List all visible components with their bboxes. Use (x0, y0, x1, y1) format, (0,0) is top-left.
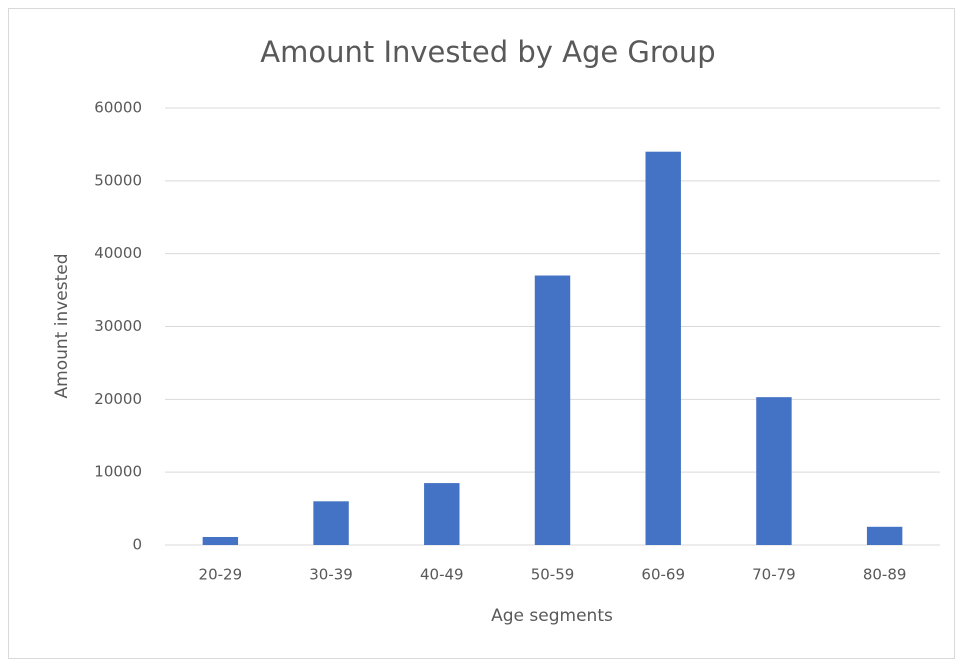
bar (313, 501, 349, 545)
chart-border (8, 8, 955, 659)
x-tick-label: 70-79 (752, 566, 796, 584)
y-axis-label: Amount invested (52, 254, 72, 399)
y-tick-label: 60000 (94, 99, 142, 117)
bar (645, 151, 681, 545)
y-tick-label: 0 (132, 536, 142, 554)
bar (534, 275, 571, 545)
x-tick-label: 80-89 (863, 566, 907, 584)
bar (756, 397, 792, 545)
x-tick-label: 60-69 (641, 566, 685, 584)
bar (424, 483, 460, 545)
chart-title: Amount Invested by Age Group (260, 35, 715, 69)
y-tick-label: 40000 (94, 244, 142, 262)
bar (866, 526, 903, 545)
y-tick-label: 20000 (94, 390, 142, 408)
y-tick-label: 10000 (94, 463, 142, 481)
bar (202, 536, 239, 545)
x-tick-label: 40-49 (420, 566, 464, 584)
x-tick-label: 20-29 (199, 566, 243, 584)
y-tick-label: 50000 (94, 171, 142, 189)
x-tick-label: 30-39 (309, 566, 353, 584)
x-tick-label: 50-59 (531, 566, 575, 584)
y-tick-label: 30000 (94, 317, 142, 335)
x-axis-label: Age segments (491, 606, 613, 626)
